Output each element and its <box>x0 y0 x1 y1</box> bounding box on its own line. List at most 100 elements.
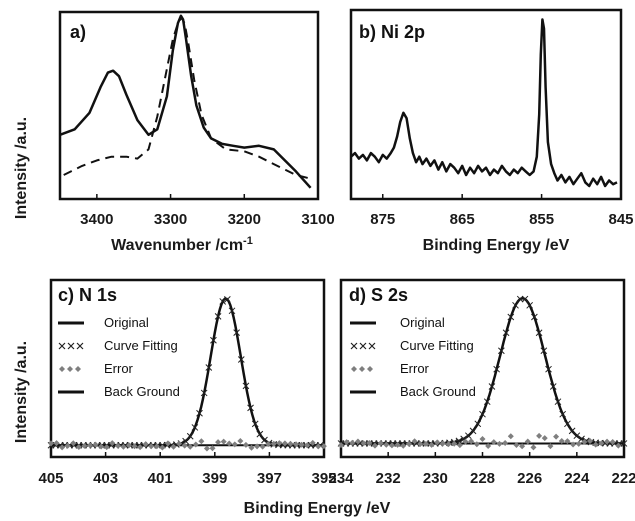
panel-d-error-point <box>422 440 429 447</box>
panel-d-error-point <box>377 440 384 447</box>
panel-b-series-solid-line <box>350 18 618 188</box>
panel-c-error-point <box>98 443 105 450</box>
panel-c-fit-point <box>247 404 254 412</box>
panel-d-fit-point <box>483 398 491 406</box>
panel-d-fit-point <box>620 440 628 447</box>
panel-b-label: b) Ni 2p <box>359 22 425 42</box>
panel-c-fit-point <box>242 382 250 390</box>
panel-c-error-point <box>259 443 266 450</box>
panel-c-fit-point <box>191 424 199 431</box>
panel-d-fit-point <box>554 398 562 406</box>
panel-d-error-point <box>541 435 548 442</box>
panel-c-fit-point <box>251 420 259 428</box>
panel-d-error-point <box>587 437 594 444</box>
panel-b-tick-label: 865 <box>450 211 475 228</box>
panel-d-fit-point <box>469 427 477 435</box>
panel-d-error-point <box>451 440 458 447</box>
panel-d: d) S 2s 234 232 230 228 226 224 222 Original Cu… <box>328 278 635 487</box>
y-axis-label-top: Intensity /a.u. <box>13 117 30 219</box>
panel-d-fit-point <box>507 313 515 321</box>
panel-d-error-point <box>400 442 407 449</box>
legend-label: Curve Fitting <box>104 338 178 353</box>
panel-d-error-point <box>575 440 582 447</box>
panel-d-error-point <box>615 442 622 449</box>
panel-d-error-point <box>479 435 486 442</box>
panel-d-error-point <box>354 438 361 445</box>
panel-b-tick-label: 875 <box>370 211 395 228</box>
panel-c-error-point <box>81 442 88 449</box>
panel-d-fit-point <box>564 420 571 428</box>
panel-c-tick-label: 403 <box>93 470 118 487</box>
panel-d-error-point <box>468 438 475 445</box>
panel-d-fit-point <box>516 295 524 303</box>
panel-d-error-point <box>490 439 497 446</box>
panel-a-tick-label: 3300 <box>154 211 187 228</box>
panel-c-error-point <box>59 444 66 451</box>
panel-c-error-point <box>153 443 160 450</box>
panel-c-error-point <box>131 443 138 450</box>
panel-c-tick-label: 397 <box>257 470 282 487</box>
panel-d-frame <box>339 278 626 459</box>
panel-d-error-point <box>609 439 616 446</box>
panel-c-error-point <box>187 443 194 450</box>
panel-d-error-point <box>581 438 588 445</box>
panel-d-fit-point <box>474 420 482 428</box>
legend-label: Error <box>400 361 430 376</box>
panel-b-tick-label: 845 <box>608 211 633 228</box>
panel-d-error-point <box>524 438 531 445</box>
panel-c-error-point <box>254 443 261 450</box>
panel-c-fit-point <box>205 364 213 371</box>
panel-d-error-point <box>405 440 412 447</box>
panel-a-series-solid-line <box>59 14 312 189</box>
panel-c-fit-point <box>228 307 236 315</box>
panel-d-error-point <box>473 441 480 448</box>
panel-d-error-point <box>553 433 560 440</box>
panel-d-error-point <box>439 440 446 447</box>
panel-d-fit-point <box>573 432 581 440</box>
panel-c-error-point <box>170 443 177 450</box>
panel-d-error-point <box>411 438 418 445</box>
panel-c-error-point <box>75 443 82 450</box>
panel-c-error-point <box>120 443 127 450</box>
panel-d-tick-label: 222 <box>611 470 635 487</box>
panel-c-fit-point <box>233 329 240 336</box>
legend-label: Curve Fitting <box>400 338 474 353</box>
panel-b: b) Ni 2p 875 865 855 845 Binding Energy /eV <box>349 8 634 254</box>
panel-d-error-point <box>530 444 537 451</box>
panel-c-error-point <box>315 443 322 450</box>
panel-d-fit-point <box>549 383 557 390</box>
legend-swatch-cross <box>67 342 75 350</box>
panel-a-tick-label: 3100 <box>301 211 334 228</box>
panel-d-fit-point <box>559 410 567 418</box>
panel-c-error-point <box>276 440 283 447</box>
panel-a: a) 3400 3300 3200 3100 Wavenumber /cm-1 <box>58 10 335 254</box>
panel-d-error-point <box>496 440 503 447</box>
panel-c-error-point <box>293 441 300 448</box>
panel-d-error-point <box>592 441 599 448</box>
panel-c-error-point <box>114 442 121 449</box>
panel-d-error-point <box>428 441 435 448</box>
panel-c-error-point <box>164 440 171 447</box>
panel-c-error-point <box>298 441 305 448</box>
panel-d-label: d) S 2s <box>349 285 408 305</box>
panel-c-error-point <box>86 442 93 449</box>
panel-c-error-point <box>309 439 316 446</box>
panel-c-fit-point <box>219 298 227 305</box>
panel-d-error-point <box>394 441 401 448</box>
panel-c-fit-point <box>200 389 208 397</box>
panel-d-legend: Original Curve Fitting Error Back Ground <box>350 315 476 399</box>
panel-d-original-line <box>341 297 624 445</box>
panel-b-frame <box>349 8 623 201</box>
panel-c-original-line <box>51 297 324 447</box>
panel-d-error-point <box>598 440 605 447</box>
panel-d-error-point <box>371 442 378 449</box>
panel-a-series-dashed-line <box>63 16 311 180</box>
panel-d-fit-point <box>512 301 519 309</box>
panel-b-xlabel: Binding Energy /eV <box>423 237 570 254</box>
panel-d-error-point <box>360 440 367 447</box>
panel-d-error-point <box>445 441 452 448</box>
panel-d-fit-point <box>479 410 486 418</box>
panel-d-error-point <box>383 441 390 448</box>
panel-c-error-point <box>176 440 183 447</box>
panel-d-tick-label: 230 <box>423 470 448 487</box>
